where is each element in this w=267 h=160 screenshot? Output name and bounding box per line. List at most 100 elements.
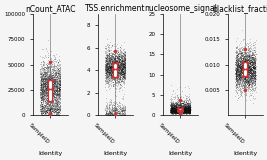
Point [49,69,53,72]
Point [119,70,123,72]
Point [115,111,119,113]
Point [246,55,250,57]
Point [50,108,54,110]
Point [55,83,59,85]
Point [117,67,121,70]
Point [247,72,252,75]
Point [182,109,187,111]
Point [112,67,116,70]
Point [174,108,178,110]
Point [58,109,62,112]
Point [47,75,52,78]
Point [55,92,59,95]
Point [45,83,49,86]
Point [171,110,175,113]
Point [52,71,56,74]
Point [184,97,188,99]
Point [234,55,238,57]
Point [246,76,250,78]
Point [49,92,54,94]
Point [115,70,120,73]
Point [241,58,245,60]
Point [50,101,54,104]
Point [240,57,244,59]
Point [118,64,123,66]
Point [104,57,109,60]
Point [251,61,255,64]
Point [106,84,110,87]
Point [240,82,244,84]
Point [248,63,252,66]
Point [122,63,127,65]
Point [117,60,121,62]
Point [249,67,253,69]
Point [175,107,180,109]
Point [117,53,121,56]
Point [250,72,254,74]
Point [173,108,177,111]
Point [246,77,250,79]
Point [56,82,61,85]
Point [46,111,50,113]
Point [176,108,180,111]
Point [252,65,257,68]
Point [236,62,241,65]
Point [41,107,45,110]
Point [56,112,61,115]
Point [108,49,112,51]
Point [237,69,242,72]
Point [234,56,238,59]
Point [183,112,187,114]
Point [253,62,257,64]
Point [237,74,241,77]
Point [112,78,116,80]
Point [187,107,191,110]
Point [109,65,113,67]
Point [107,66,111,69]
Point [108,72,113,75]
Point [48,80,52,83]
Point [119,84,123,86]
Point [176,106,180,109]
Point [247,65,251,67]
Point [188,105,192,107]
Point [169,102,173,104]
Point [242,77,247,79]
Point [105,70,109,73]
Point [57,78,61,80]
Point [187,101,191,104]
Point [54,78,58,81]
Point [50,77,54,80]
Point [53,73,58,75]
Point [249,75,253,77]
Point [174,109,178,112]
Point [235,58,239,60]
Point [235,69,239,72]
Point [245,74,249,76]
Point [183,105,187,108]
Point [42,89,46,92]
Point [113,68,117,70]
Point [235,61,239,64]
Point [108,66,113,68]
Point [46,95,50,98]
Point [46,93,50,96]
Point [241,77,245,79]
Point [187,106,191,108]
Point [41,85,45,88]
Point [182,110,186,112]
Point [115,65,120,67]
Point [44,89,48,91]
Point [180,109,184,112]
Point [40,90,44,92]
Point [253,73,257,75]
Point [54,95,59,97]
Point [244,52,248,55]
Point [236,57,240,60]
Point [237,74,241,77]
Point [52,109,56,111]
Point [235,51,239,53]
Point [48,68,52,70]
Point [244,85,249,88]
Point [180,111,184,114]
